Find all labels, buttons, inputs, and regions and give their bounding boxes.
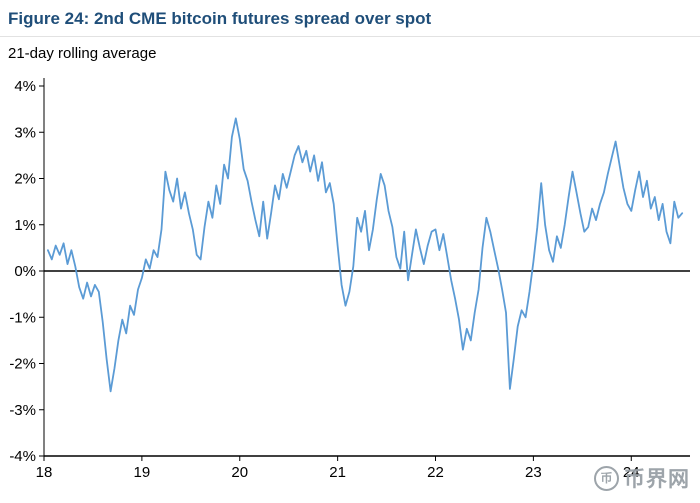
watermark-text: 币界网 xyxy=(624,468,690,491)
svg-text:-1%: -1% xyxy=(9,309,36,326)
chart-subtitle: 21-day rolling average xyxy=(8,45,157,62)
svg-text:2%: 2% xyxy=(14,171,36,188)
svg-text:18: 18 xyxy=(36,464,53,481)
figure-title: Figure 24: 2nd CME bitcoin futures sprea… xyxy=(0,0,700,37)
svg-text:-2%: -2% xyxy=(9,356,36,373)
svg-text:3%: 3% xyxy=(14,124,36,141)
svg-text:24: 24 xyxy=(623,464,640,481)
svg-text:1%: 1% xyxy=(14,217,36,234)
svg-text:19: 19 xyxy=(134,464,151,481)
svg-text:21: 21 xyxy=(329,464,346,481)
svg-text:20: 20 xyxy=(231,464,248,481)
coin-icon: 币 xyxy=(594,465,619,491)
svg-text:22: 22 xyxy=(427,464,444,481)
svg-text:-3%: -3% xyxy=(9,402,36,419)
svg-text:-4%: -4% xyxy=(9,448,36,465)
svg-text:23: 23 xyxy=(525,464,542,481)
watermark: 币 币界网 xyxy=(594,463,690,493)
line-chart: 4% 3% 2% 1% 0% -1% -2% -3% -4%18 19 20 21 22 23 24 xyxy=(9,78,690,481)
coin-glyph: 币 xyxy=(600,471,613,485)
svg-text:0%: 0% xyxy=(14,263,36,280)
svg-text:4%: 4% xyxy=(14,78,36,95)
